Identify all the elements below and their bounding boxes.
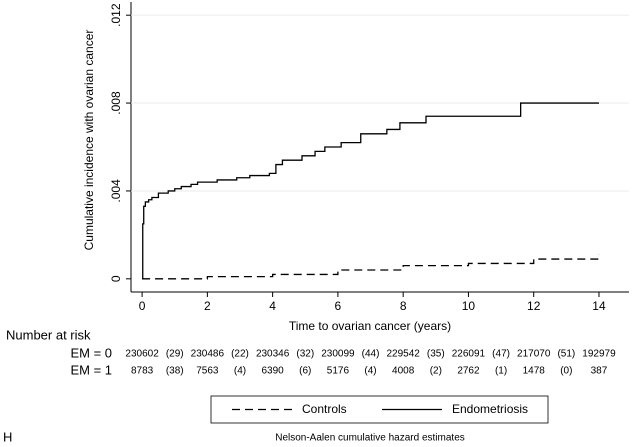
risk-events: (2) — [430, 366, 442, 377]
note: Nelson-Aalen cumulative hazard estimates — [275, 433, 465, 444]
risk-events: (0) — [560, 366, 572, 377]
y-axis-title: Cumulative incidence with ovarian cancer — [82, 30, 96, 251]
panel-label: H — [3, 429, 12, 444]
y-tick-label: .008 — [109, 91, 123, 115]
y-tick-label: .004 — [109, 179, 123, 203]
risk-events: (22) — [231, 349, 249, 360]
risk-count: 226091 — [452, 349, 486, 360]
x-tick-label: 6 — [335, 299, 342, 313]
risk-row-label: EM = 1 — [70, 362, 112, 377]
risk-events: (29) — [166, 349, 184, 360]
risk-events: (44) — [362, 349, 380, 360]
x-tick-label: 8 — [400, 299, 407, 313]
y-tick-label: .012 — [109, 3, 123, 27]
risk-count: 230486 — [191, 349, 225, 360]
risk-count: 192979 — [582, 349, 616, 360]
risk-count: 230602 — [125, 349, 159, 360]
risk-events: (51) — [557, 349, 575, 360]
risk-events: (47) — [492, 349, 510, 360]
x-tick-label: 0 — [139, 299, 146, 313]
risk-count: 8783 — [131, 366, 154, 377]
risk-events: (1) — [495, 366, 507, 377]
legend-label: Endometriosis — [452, 402, 528, 416]
risk-count: 6390 — [262, 366, 285, 377]
risk-events: (32) — [296, 349, 314, 360]
risk-count: 230346 — [256, 349, 290, 360]
series-line — [142, 254, 600, 280]
x-tick-label: 10 — [462, 299, 476, 313]
risk-count: 217070 — [517, 349, 551, 360]
x-tick-label: 2 — [204, 299, 211, 313]
risk-row-label: EM = 0 — [70, 345, 112, 360]
y-tick-label: 0 — [109, 275, 123, 282]
legend-box — [210, 395, 549, 424]
risk-count: 7563 — [196, 366, 219, 377]
risk-events: (6) — [299, 366, 311, 377]
risk-title: Number at risk — [6, 327, 91, 342]
risk-count: 5176 — [327, 366, 350, 377]
legend-label: Controls — [302, 402, 347, 416]
risk-events: (38) — [166, 366, 184, 377]
risk-events: (35) — [427, 349, 445, 360]
x-tick-label: 4 — [269, 299, 276, 313]
risk-count: 2762 — [457, 366, 480, 377]
risk-count: 387 — [591, 366, 608, 377]
risk-events: (4) — [234, 366, 246, 377]
risk-count: 1478 — [523, 366, 546, 377]
series-line — [142, 102, 599, 280]
risk-count: 229542 — [386, 349, 420, 360]
x-tick-label: 14 — [592, 299, 606, 313]
risk-count: 4008 — [392, 366, 415, 377]
x-axis-title: Time to ovarian cancer (years) — [289, 319, 451, 333]
risk-events: (4) — [364, 366, 376, 377]
x-tick-label: 12 — [527, 299, 541, 313]
risk-count: 230099 — [321, 349, 355, 360]
